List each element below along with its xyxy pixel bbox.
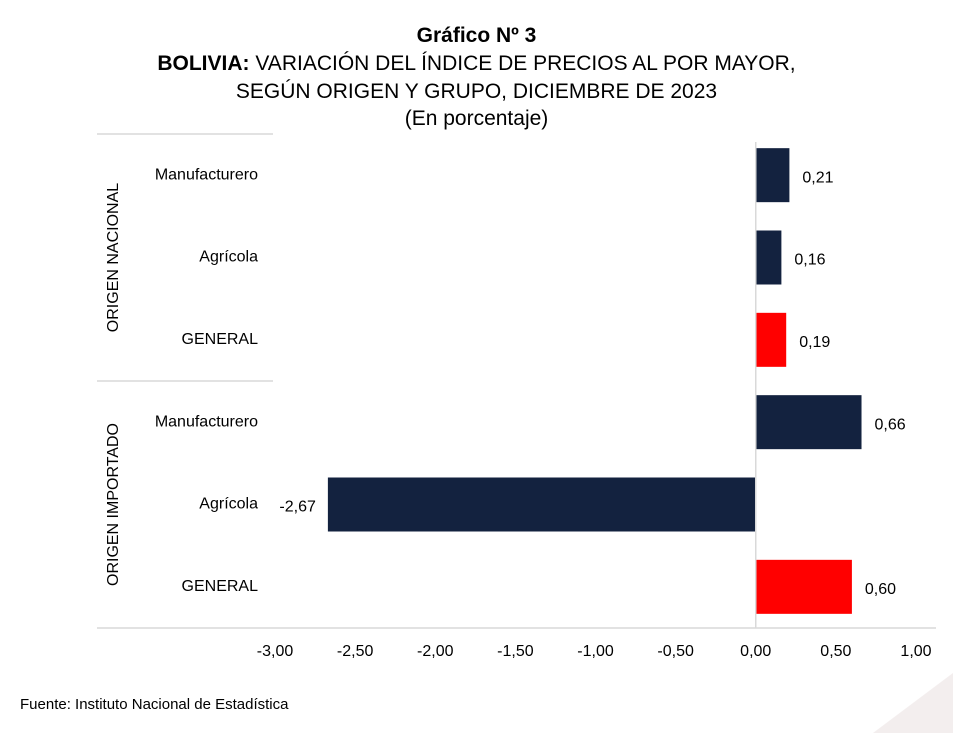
group-label: ORIGEN NACIONAL xyxy=(105,183,122,332)
chart-subtitle-line: BOLIVIA: VARIACIÓN DEL ÍNDICE DE PRECIOS… xyxy=(0,52,953,76)
bar xyxy=(755,148,790,203)
x-tick-label: 1,00 xyxy=(900,643,931,660)
data-label: -2,67 xyxy=(279,499,316,516)
bar xyxy=(755,230,782,285)
category-label: Agrícola xyxy=(199,249,258,266)
chart-subtitle-text: VARIACIÓN DEL ÍNDICE DE PRECIOS AL POR M… xyxy=(255,52,796,75)
chart-subtitle-country: BOLIVIA: xyxy=(157,52,250,75)
category-label: GENERAL xyxy=(182,578,259,595)
x-tick-label: 0,50 xyxy=(820,643,851,660)
x-tick-label: -1,00 xyxy=(577,643,614,660)
data-label: 0,19 xyxy=(799,334,830,351)
bar xyxy=(755,559,852,614)
category-label: GENERAL xyxy=(182,331,259,348)
chart-unit-note: (En porcentaje) xyxy=(404,107,549,130)
data-label: 0,66 xyxy=(875,416,906,433)
corner-decoration xyxy=(873,673,953,733)
category-label: Manufacturero xyxy=(155,413,258,430)
x-tick-label: -1,50 xyxy=(497,643,534,660)
x-tick-label: -2,50 xyxy=(337,643,374,660)
data-label: 0,16 xyxy=(794,252,825,269)
x-tick-label: 0,00 xyxy=(740,643,771,660)
x-tick-label: -0,50 xyxy=(657,643,694,660)
chart-title: Gráfico Nº 3 xyxy=(416,24,537,47)
category-label: Agrícola xyxy=(199,496,258,513)
x-tick-label: -2,00 xyxy=(417,643,454,660)
chart-subtitle-line-2: SEGÚN ORIGEN Y GRUPO, DICIEMBRE DE 2023 xyxy=(235,80,718,103)
source-note: Fuente: Instituto Nacional de Estadístic… xyxy=(20,696,289,713)
x-tick-label: -3,00 xyxy=(257,643,294,660)
group-label: ORIGEN IMPORTADO xyxy=(105,423,122,586)
bar xyxy=(327,477,756,532)
bar xyxy=(755,312,787,367)
data-label: 0,60 xyxy=(865,581,896,598)
data-label: 0,21 xyxy=(802,169,833,186)
category-label: Manufacturero xyxy=(155,166,258,183)
bar xyxy=(755,395,862,450)
